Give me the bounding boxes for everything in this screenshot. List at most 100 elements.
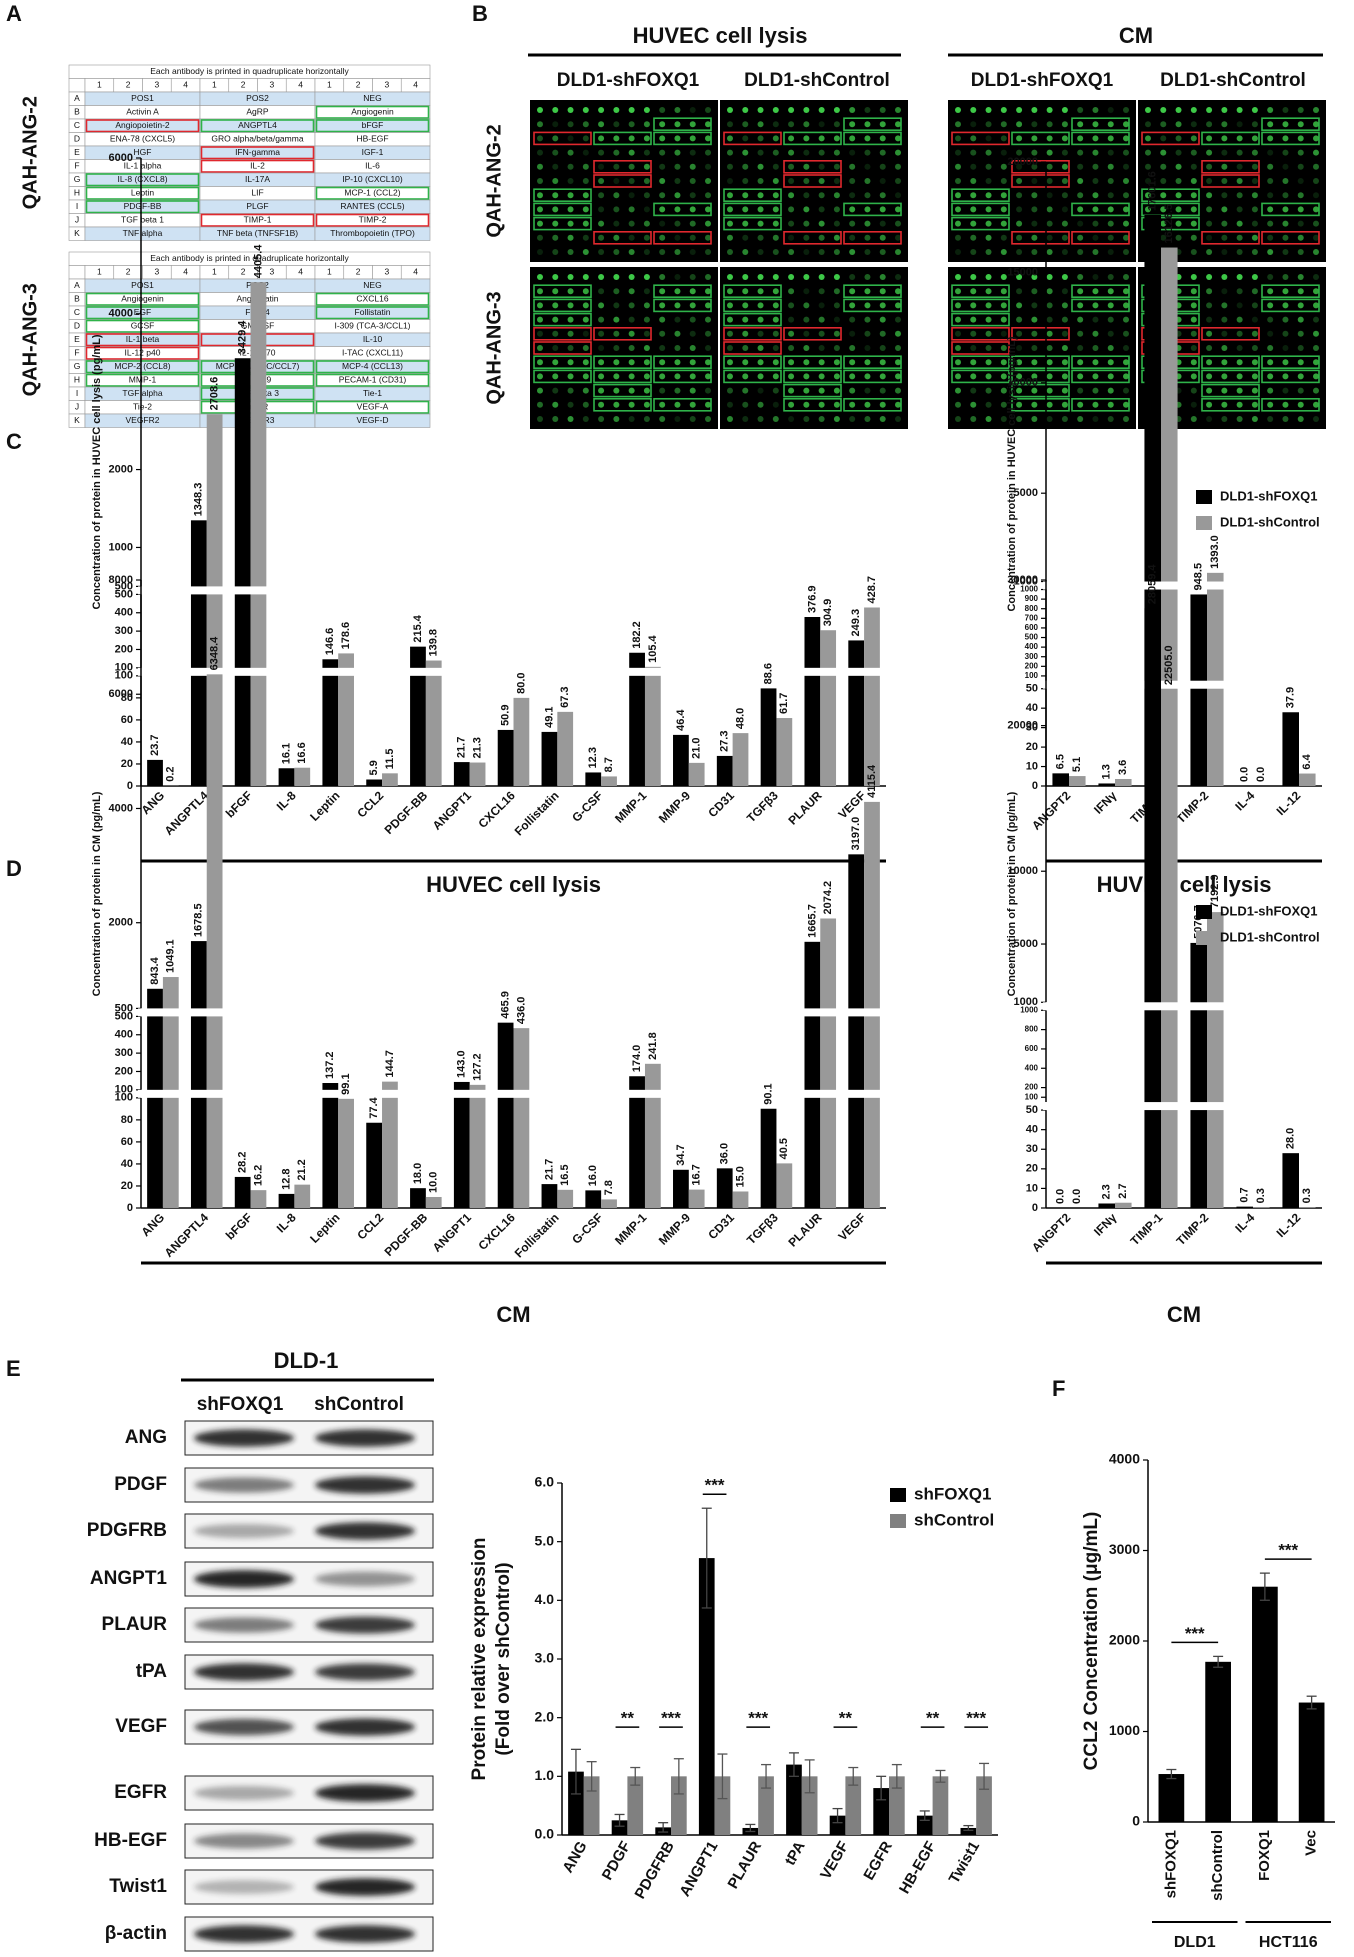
array-spot [864,249,871,255]
array-spot [788,163,795,170]
array-spot [833,192,840,199]
x-tick-label: Follistatin [512,788,562,838]
array-spot [537,345,543,351]
bar [453,1081,470,1208]
bar [425,1196,442,1208]
highlight-box [723,312,782,327]
array-spot [1145,135,1151,142]
legend-label: DLD1-shControl [1220,514,1320,529]
array-spot [1145,121,1151,128]
highlight-box [593,355,652,370]
array-spot [1282,302,1289,309]
array-spot [895,163,901,170]
highlight-box [783,397,842,412]
array-spot [1267,234,1274,241]
array-spot [895,288,901,295]
array-spot [659,206,666,213]
array-spot [955,149,961,156]
highlight-box [1011,131,1070,146]
blot-band [194,1833,294,1849]
y-tick-label: 50 [1026,1104,1038,1116]
array-spot [970,178,977,184]
array-spot [643,274,650,280]
array-spot [833,387,840,394]
array-spot [598,163,605,170]
y-tick-label: 4000 [109,802,133,814]
bar [889,1776,905,1835]
highlight-box [593,369,652,384]
legend-label: shControl [914,1510,994,1529]
panel-letter: B [472,1,488,26]
array-spot [628,401,635,408]
array-spot [552,163,559,170]
array-spot [1297,178,1304,184]
array-spot [613,373,620,380]
array-spot [1175,220,1182,227]
value-label: 11.5 [384,749,396,770]
y-tick-label: 2000 [109,463,133,475]
array-spot [833,234,840,241]
column-number: 3 [155,267,160,277]
array-spot [788,345,795,351]
array-spot [955,192,961,199]
value-label: 0.0 [1255,767,1267,782]
table-header: Each antibody is printed in quadruplicat… [150,253,349,263]
array-spot [1107,401,1114,408]
array-spot [674,345,681,351]
array-spot [1046,107,1053,113]
bar [1161,689,1178,1208]
value-label: 843.4 [149,956,161,984]
y-tick-label: 30 [1026,1143,1038,1155]
array-spot [1061,416,1068,422]
array-spot [1236,206,1243,213]
array-spot [772,107,779,113]
array-spot [727,387,733,394]
blot-band [315,1878,415,1896]
highlight-box [843,369,902,384]
array-spot [1206,135,1213,142]
array-spot [955,274,961,280]
array-spot [955,359,961,366]
highlight-box [1201,369,1260,384]
value-label: 21.2 [296,1159,308,1180]
error-bar [832,1807,843,1824]
array-spot [567,178,574,184]
array-spot [1145,178,1151,184]
array-spot [643,401,650,408]
array-spot [689,345,696,351]
highlight-box [315,119,430,133]
array-spot [1123,178,1129,184]
array-spot [674,359,681,366]
blot-band [315,1663,415,1681]
array-spot [1016,302,1023,309]
highlight-box [593,326,652,341]
array-spot [689,149,696,156]
array-spot [849,330,856,337]
array-spot [803,416,810,422]
y-axis-title: Concentration of protein in CM (pg/mL) [1006,791,1018,996]
highlight-box [653,117,712,131]
array-spot [1031,178,1038,184]
highlight-box [783,369,842,384]
highlight-box [1071,298,1130,313]
array-spot [1251,387,1258,394]
array-spot [849,220,856,227]
array-spot [803,345,810,351]
highlight-box [1011,355,1070,370]
array-spot [788,302,795,309]
lane-header: DLD1-shFOXQ1 [557,70,700,91]
array-spot [1046,220,1053,227]
bar [758,1776,774,1835]
value-label: 2.7 [1117,1183,1129,1198]
array-spot [757,220,764,227]
array-spot [1236,192,1243,199]
array-spot [757,121,764,128]
x-axis-title: HUVEC cell lysis [1097,872,1272,897]
significance-label: ** [839,1709,853,1728]
array-spot [567,330,574,337]
array-spot [1297,274,1304,280]
array-spot [659,359,666,366]
array-spot [1061,373,1068,380]
bar [1069,776,1086,786]
x-tick-label: Leptin [307,788,342,823]
